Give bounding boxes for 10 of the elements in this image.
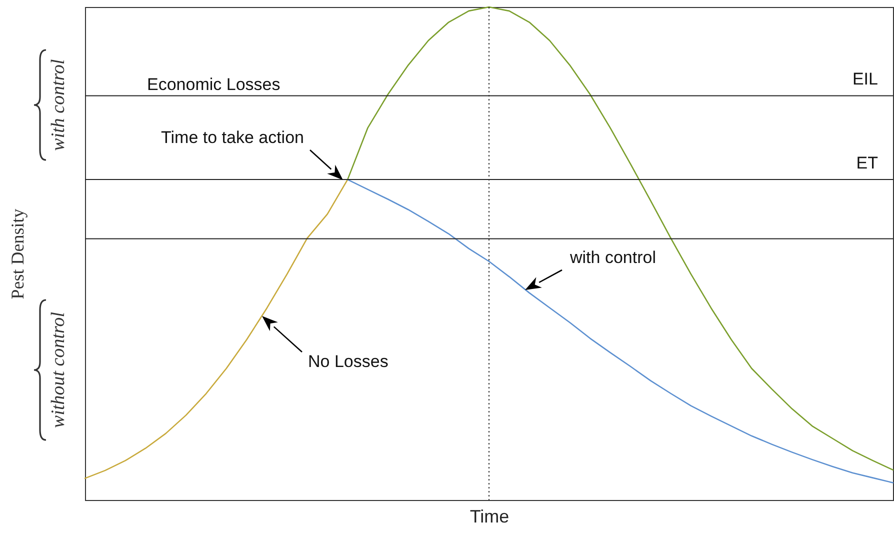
annotation: Economic Losses: [147, 75, 280, 94]
ref-line-label: EIL: [852, 70, 878, 89]
text: with control: [48, 59, 69, 151]
ref-line-label: ET: [856, 154, 878, 173]
y-axis-title: Pest Density: [8, 208, 28, 300]
annotation: Time to take action: [161, 128, 304, 147]
text: without control: [48, 312, 69, 428]
annotation: No Losses: [308, 352, 388, 371]
annotation: with control: [569, 248, 656, 267]
x-axis-title: Time: [470, 506, 510, 526]
